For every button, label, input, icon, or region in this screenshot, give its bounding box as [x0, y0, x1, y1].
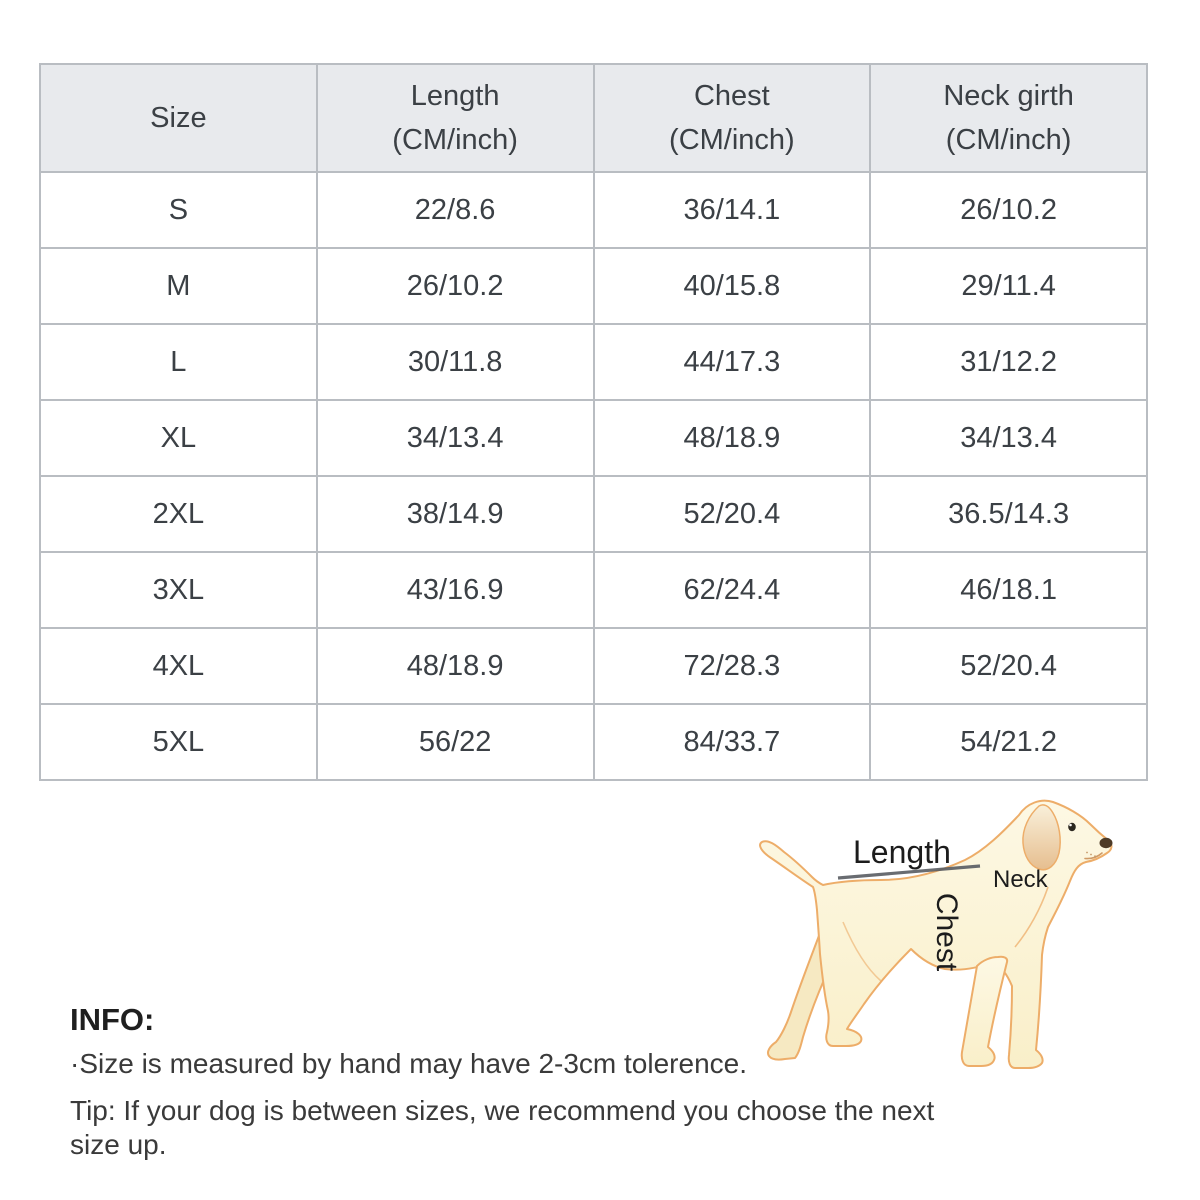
neck-label: Neck [993, 866, 1048, 893]
header-chest-title: Chest [693, 80, 770, 112]
table-cell: 26/10.2 [869, 171, 1148, 249]
dog-illustration [759, 799, 1113, 1069]
dog-near-front-leg [960, 955, 1009, 1067]
dog-diagram [745, 790, 1135, 1080]
header-length-sub: (CM/inch) [392, 124, 518, 156]
header-length: Length (CM/inch) [315, 63, 595, 173]
dog-whisker-dot [1090, 853, 1092, 856]
table-cell: 48/18.9 [315, 627, 595, 705]
dog-nose [1099, 837, 1113, 849]
table-cell: 2XL [39, 475, 318, 553]
header-row: Size Length (CM/inch) Chest (CM/inch) Ne… [39, 63, 1148, 173]
table-cell: 62/24.4 [592, 551, 872, 629]
table-cell: 3XL [39, 551, 318, 629]
header-chest: Chest (CM/inch) [592, 63, 872, 173]
length-label: Length [853, 834, 951, 870]
table-row: XL 34/13.4 48/18.9 34/13.4 [39, 399, 1148, 477]
table-cell: XL [39, 399, 318, 477]
info-tolerance-line: ·Size is measured by hand may have 2-3cm… [70, 1048, 747, 1079]
table-cell: 29/11.4 [869, 247, 1148, 325]
header-length-title: Length [410, 80, 500, 112]
dog-eye-glint [1069, 823, 1072, 827]
table-cell: 84/33.7 [592, 703, 872, 781]
header-chest-sub: (CM/inch) [669, 124, 795, 156]
table-cell: 54/21.2 [869, 703, 1148, 781]
table-row: 5XL 56/22 84/33.7 54/21.2 [39, 703, 1148, 781]
table-row: M 26/10.2 40/15.8 29/11.4 [39, 247, 1148, 325]
dog-eye [1068, 822, 1076, 832]
header-neck-girth-title: Neck girth [943, 80, 1074, 112]
table-cell: 22/8.6 [315, 171, 595, 249]
dog-whisker-dot [1094, 855, 1096, 858]
table-row: L 30/11.8 44/17.3 31/12.2 [39, 323, 1148, 401]
dog-shoulder-line [1014, 886, 1049, 948]
table-cell: 34/13.4 [869, 399, 1148, 477]
table-cell: 38/14.9 [315, 475, 595, 553]
table-cell: 36.5/14.3 [869, 475, 1148, 553]
header-neck-girth-sub: (CM/inch) [945, 124, 1072, 156]
dog-mouth-line [1084, 852, 1103, 860]
table-cell: 52/20.4 [869, 627, 1148, 705]
table-cell: 36/14.1 [592, 171, 872, 249]
dog-thigh-line [842, 921, 882, 982]
table-cell: S [39, 171, 318, 249]
dog-whisker-dot [1086, 851, 1088, 854]
table-cell: 72/28.3 [592, 627, 872, 705]
length-measure-line [837, 864, 981, 880]
table-row: 3XL 43/16.9 62/24.4 46/18.1 [39, 551, 1148, 629]
size-table: Size Length (CM/inch) Chest (CM/inch) Ne… [39, 63, 1148, 781]
header-neck-girth: Neck girth (CM/inch) [869, 63, 1148, 173]
table-cell: 4XL [39, 627, 318, 705]
table-cell: 30/11.8 [315, 323, 595, 401]
table-cell: L [39, 323, 318, 401]
table-cell: M [39, 247, 318, 325]
header-size: Size [39, 63, 318, 173]
table-row: S 22/8.6 36/14.1 26/10.2 [39, 171, 1148, 249]
dog-body [759, 799, 1113, 1069]
table-cell: 44/17.3 [592, 323, 872, 401]
table-cell: 31/12.2 [869, 323, 1148, 401]
header-size-title: Size [150, 102, 207, 134]
info-heading: INFO: [70, 1002, 155, 1037]
table-cell: 5XL [39, 703, 318, 781]
table-cell: 40/15.8 [592, 247, 872, 325]
info-block: INFO: ·Size is measured by hand may have… [70, 1002, 970, 1162]
chest-label: Chest [930, 892, 963, 972]
table-cell: 52/20.4 [592, 475, 872, 553]
table-cell: 34/13.4 [315, 399, 595, 477]
table-cell: 43/16.9 [315, 551, 595, 629]
table-cell: 48/18.9 [592, 399, 872, 477]
table-row: 4XL 48/18.9 72/28.3 52/20.4 [39, 627, 1148, 705]
dog-ear [1022, 804, 1061, 871]
size-table-header: Size Length (CM/inch) Chest (CM/inch) Ne… [39, 63, 1148, 173]
table-row: 2XL 38/14.9 52/20.4 36.5/14.3 [39, 475, 1148, 553]
table-cell: 26/10.2 [315, 247, 595, 325]
table-cell: 56/22 [315, 703, 595, 781]
table-cell: 46/18.1 [869, 551, 1148, 629]
info-tip-line: Tip: If your dog is between sizes, we re… [70, 1095, 935, 1160]
size-table-body: S 22/8.6 36/14.1 26/10.2 M 26/10.2 40/15.8 29/1… [39, 171, 1148, 781]
